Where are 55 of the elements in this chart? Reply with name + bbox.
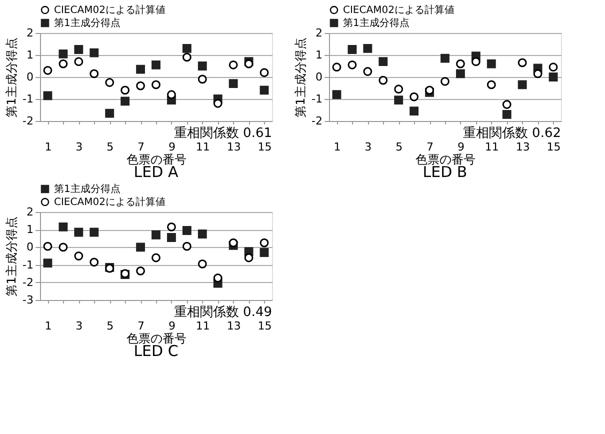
- legend-label: 第1主成分得点: [54, 183, 120, 195]
- x-axis-title: 色票の番号: [416, 152, 476, 166]
- y-tick-label: 2: [316, 26, 322, 40]
- x-tick-label: 9: [168, 140, 176, 154]
- x-tick-label: 11: [196, 320, 210, 332]
- x-tick-label: 5: [106, 320, 114, 332]
- x-tick-label: 3: [364, 140, 372, 154]
- y-tick-label: -2: [312, 114, 322, 128]
- x-axis-title: 色票の番号: [126, 332, 186, 346]
- y-axis-title: 第1主成分得点: [4, 38, 19, 118]
- x-tick-label: 5: [396, 140, 403, 154]
- y-tick-label: 2: [26, 26, 34, 40]
- y-tick-label: -1: [22, 92, 34, 106]
- x-tick-label: 15: [546, 140, 561, 154]
- x-tick-label: 13: [226, 320, 241, 332]
- x-tick-label: 15: [258, 140, 272, 154]
- y-tick-label: 0: [316, 70, 322, 84]
- y-tick-label: 2: [26, 206, 34, 218]
- text: 重相関係数 0.61: [174, 126, 272, 141]
- x-tick-label: 7: [426, 140, 434, 154]
- legend-label: CIECAM02による計算値: [54, 196, 166, 208]
- x-tick-label: 9: [168, 320, 176, 332]
- text: 重相関係数 0.49: [174, 305, 272, 320]
- y-axis-title: 第1主成分得点: [4, 216, 19, 296]
- x-tick-label: 15: [258, 320, 272, 332]
- x-tick-label: 3: [76, 140, 83, 154]
- x-tick-label: 11: [196, 140, 210, 154]
- y-tick-label: -1: [22, 258, 34, 272]
- y-tick-label: 0: [26, 70, 34, 84]
- x-tick-label: 7: [138, 320, 145, 332]
- x-tick-label: 13: [226, 140, 241, 154]
- x-tick-label: 9: [457, 140, 464, 154]
- x-tick-label: 13: [516, 140, 530, 154]
- x-tick-label: 3: [76, 320, 83, 332]
- y-tick-label: 1: [26, 48, 34, 62]
- y-tick-label: 1: [26, 223, 34, 236]
- y-axis-title: 第1主成分得点: [294, 38, 308, 118]
- text: 重相関係数 0.62: [462, 126, 561, 141]
- x-tick-label: 1: [44, 320, 52, 332]
- legend-label: 第1主成分得点: [54, 17, 120, 29]
- y-tick-label: 1: [316, 48, 322, 62]
- y-tick-label: -1: [312, 92, 322, 106]
- x-tick-label: 1: [334, 140, 341, 154]
- x-tick-label: 1: [44, 140, 52, 154]
- x-tick-label: 5: [106, 140, 114, 154]
- legend-label: CIECAM02による計算値: [54, 4, 166, 16]
- y-tick-label: 0: [26, 240, 34, 254]
- legend-label: CIECAM02による計算値: [343, 4, 454, 16]
- y-tick-label: -3: [22, 294, 34, 306]
- x-tick-label: 11: [484, 140, 499, 154]
- legend-label: 第1主成分得点: [343, 17, 410, 29]
- x-axis-title: 色票の番号: [126, 152, 186, 166]
- x-tick-label: 7: [138, 140, 145, 154]
- y-tick-label: -2: [22, 276, 34, 289]
- y-tick-label: -2: [22, 114, 34, 128]
